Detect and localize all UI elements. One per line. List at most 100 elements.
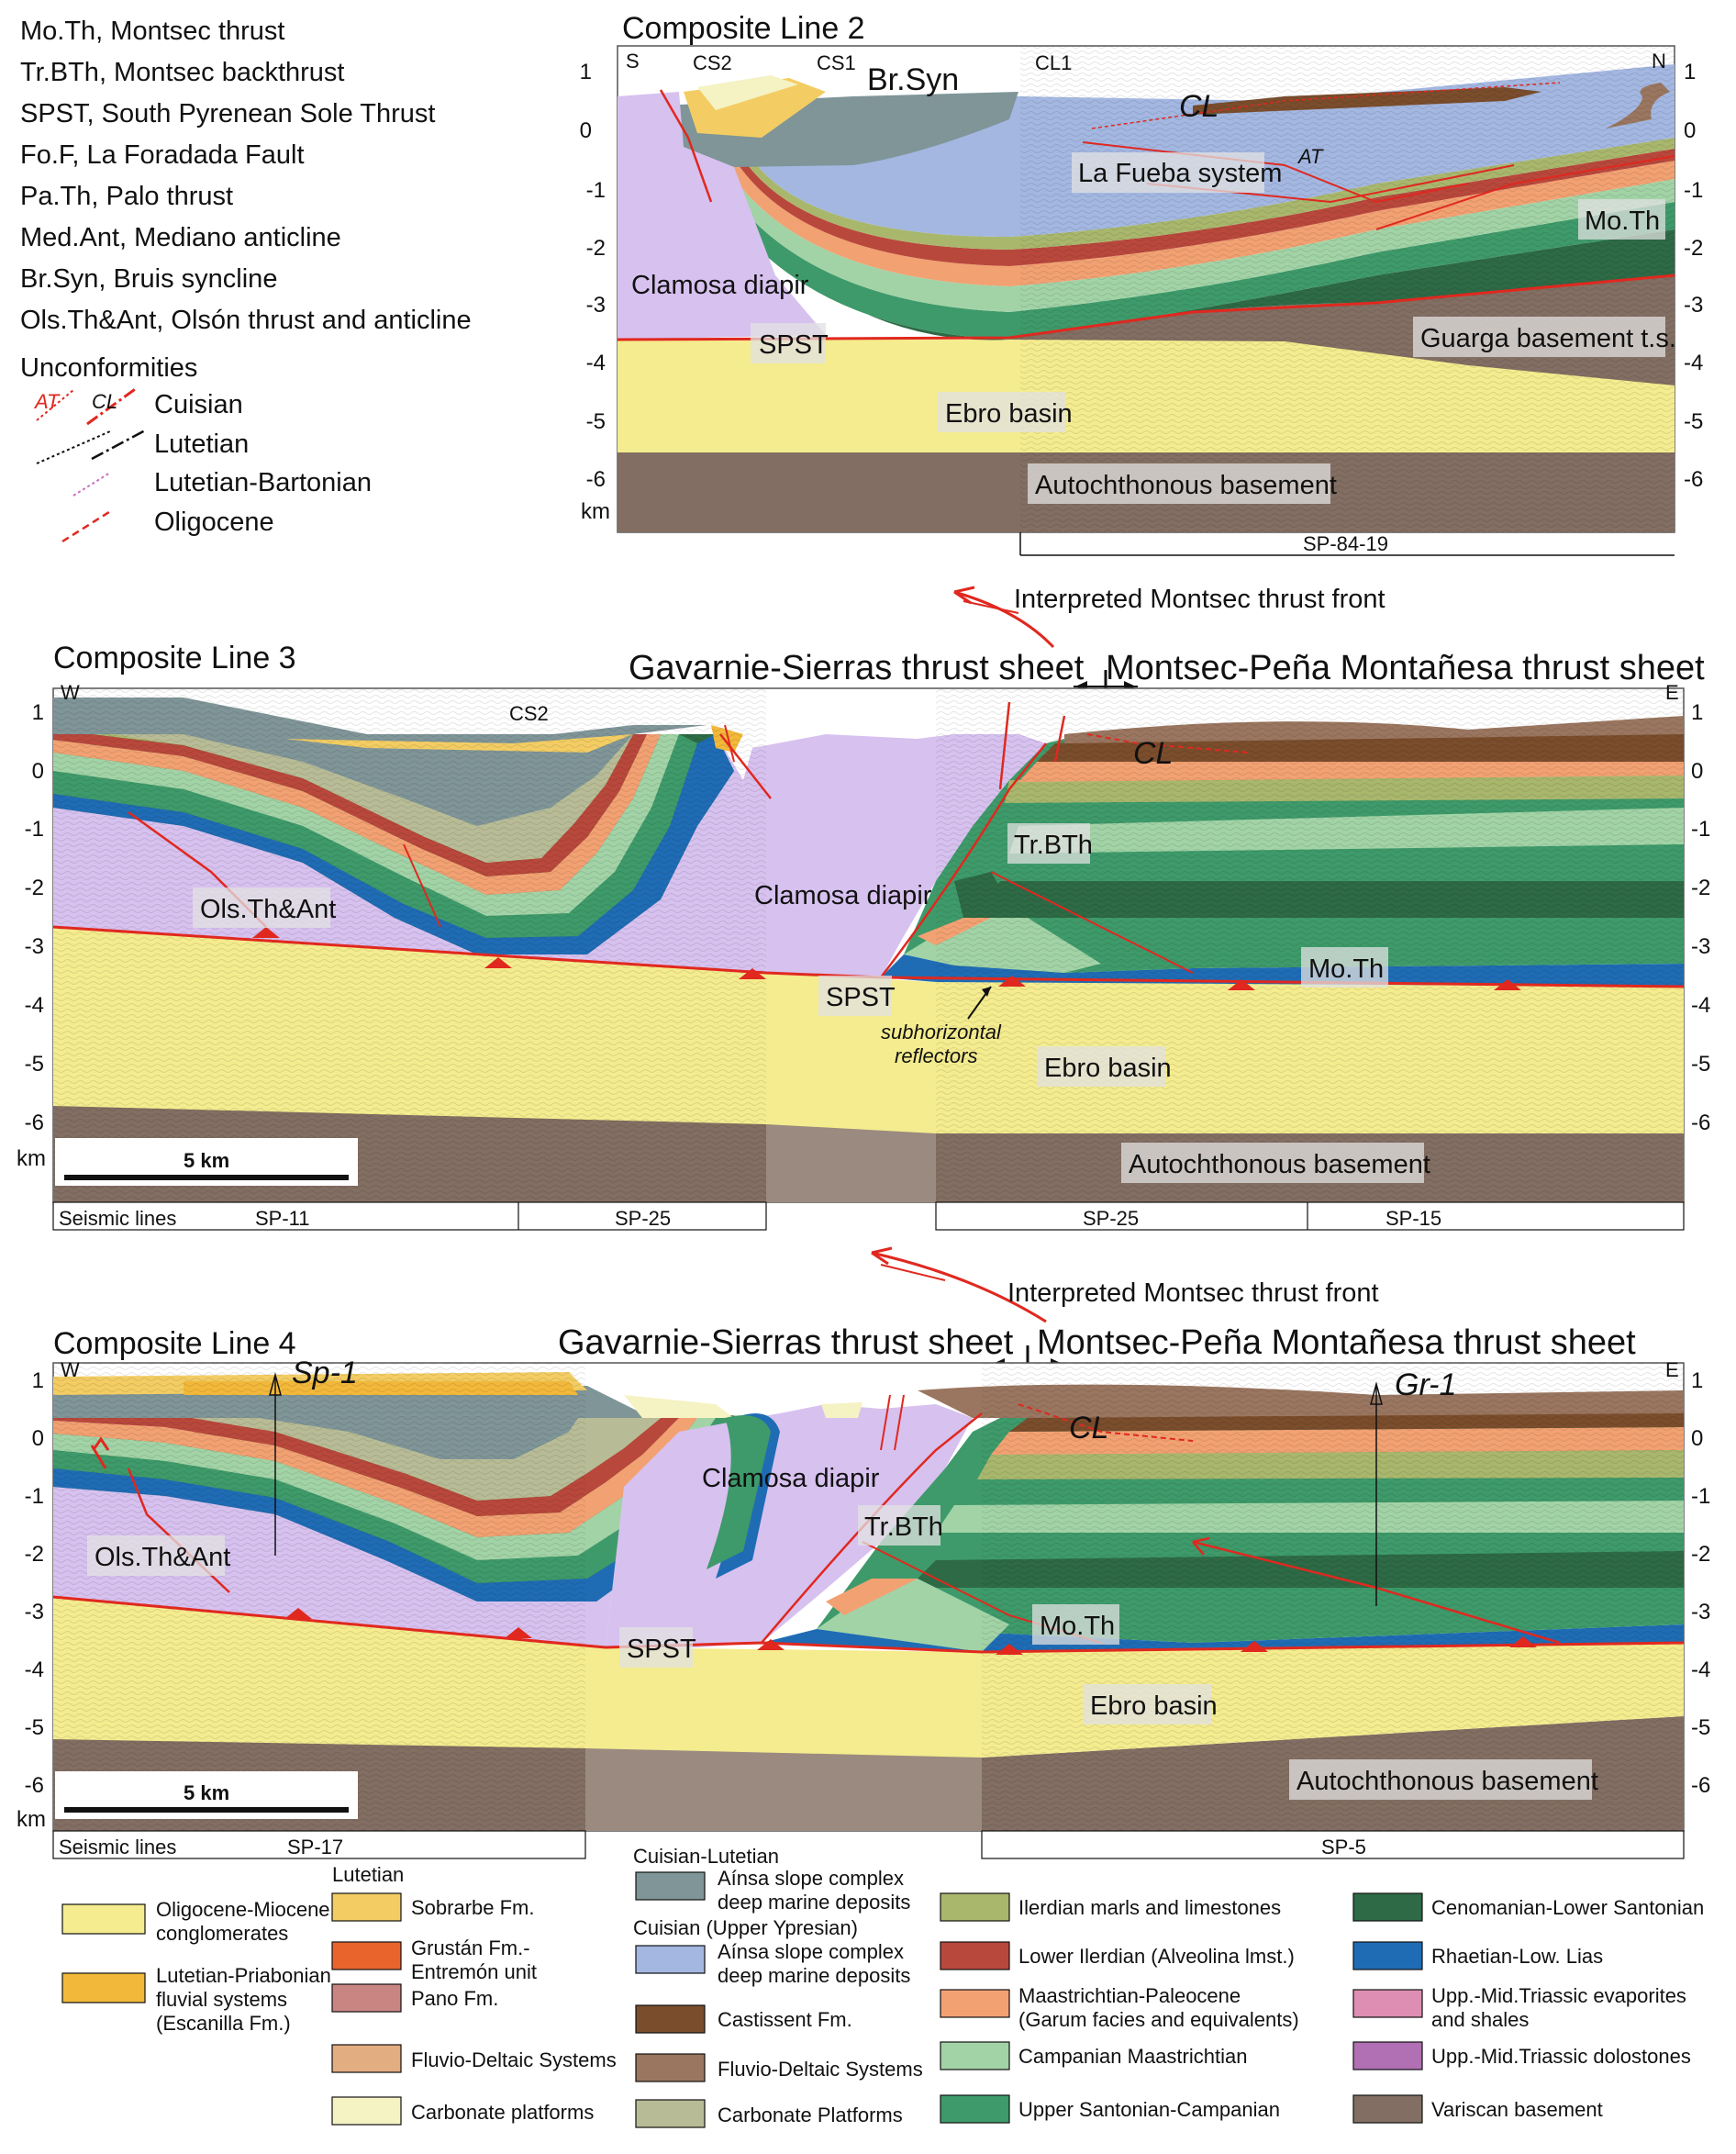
line3-moth-box bbox=[1301, 947, 1388, 988]
legend-oligocene-2: conglomerates bbox=[156, 1922, 288, 1945]
line2-well-cl1: CL1 bbox=[1035, 51, 1072, 74]
lithology-legend: Oligocene-Miocene conglomerates Lutetian… bbox=[61, 1845, 1704, 2128]
legend-swatch-campanian-maas bbox=[940, 2041, 1010, 2070]
legend-dolostones: Upp.-Mid.Triassic dolostones bbox=[1431, 2045, 1691, 2068]
line3-tick-l-m4: -4 bbox=[25, 993, 44, 1018]
line3-ols-box bbox=[193, 887, 330, 928]
line3-km: km bbox=[17, 1146, 46, 1171]
line4-cl-label: CL bbox=[1069, 1411, 1108, 1445]
legend-pano: Pano Fm. bbox=[411, 1987, 498, 2010]
line4-autoch-box bbox=[1289, 1759, 1592, 1800]
line3-end-w: W bbox=[61, 681, 80, 704]
line4-seismic-sp5: SP-5 bbox=[1321, 1836, 1366, 1858]
abbr-trbth: Tr.BTh, Montsec backthrust bbox=[20, 58, 345, 87]
line2-well-cs1: CS1 bbox=[817, 51, 856, 74]
abbr-brsyn: Br.Syn, Bruis syncline bbox=[20, 264, 277, 294]
line4-tick-r-m6: -6 bbox=[1691, 1773, 1710, 1798]
legend-swatch-carbonate-lut bbox=[331, 2096, 402, 2126]
abbr-spst: SPST, South Pyrenean Sole Thrust bbox=[20, 99, 435, 128]
line2-km: km bbox=[581, 499, 610, 524]
line2-clamosa-label: Clamosa diapir bbox=[631, 271, 809, 300]
line3-trbth-box bbox=[1007, 823, 1090, 864]
line3-tick-r-m2: -2 bbox=[1691, 876, 1710, 900]
legend-swatch-grustan bbox=[331, 1941, 402, 1970]
legend-escanilla-1: Lutetian-Priabonian bbox=[156, 1964, 331, 1987]
line2-ebro-box bbox=[938, 392, 1066, 432]
legend-escanilla-3: (Escanilla Fm.) bbox=[156, 2012, 291, 2035]
cl-tag: CL bbox=[92, 390, 117, 413]
line4-tick-l-0: 0 bbox=[32, 1426, 44, 1451]
line3-seismic-title: Seismic lines bbox=[59, 1207, 176, 1230]
at-tag: AT bbox=[33, 390, 61, 413]
line4-clamosa-diapir bbox=[606, 1404, 973, 1647]
line3-seismic-sp25a: SP-25 bbox=[615, 1207, 671, 1230]
legend-variscan: Variscan basement bbox=[1431, 2098, 1603, 2121]
line4-ebro-box bbox=[1083, 1684, 1211, 1724]
line4-scale-label: 5 km bbox=[184, 1781, 229, 1804]
line3-ebro-label: Ebro basin bbox=[1044, 1054, 1172, 1083]
line3-ols-label: Ols.Th&Ant bbox=[200, 895, 336, 924]
line4-trbth-box bbox=[858, 1505, 940, 1546]
line2-fueba-box bbox=[1072, 152, 1264, 193]
legend-swatch-alveolina bbox=[940, 1941, 1010, 1970]
line2-tick-r-m2: -2 bbox=[1684, 236, 1703, 261]
legend-ainsa-blue-1: Aínsa slope complex bbox=[718, 1940, 904, 1963]
legend-swatch-carbonate-cuis bbox=[635, 2099, 706, 2128]
line4-autoch-label: Autochthonous basement bbox=[1296, 1767, 1598, 1796]
line3-spst-fault bbox=[52, 925, 1685, 988]
legend-ainsa-grey-2: deep marine deposits bbox=[718, 1891, 910, 1914]
line2-spst-fault bbox=[617, 273, 1675, 341]
line4-ols-label: Ols.Th&Ant bbox=[95, 1543, 230, 1572]
line3-cl-label: CL bbox=[1133, 736, 1173, 771]
line2-title: Composite Line 2 bbox=[622, 11, 865, 46]
line4-tick-l-m3: -3 bbox=[25, 1600, 44, 1624]
legend-grustan-1: Grustán Fm.- bbox=[411, 1936, 530, 1959]
line4-tick-r-0: 0 bbox=[1691, 1426, 1703, 1451]
legend-alveolina: Lower Ilerdian (Alveolina lmst.) bbox=[1018, 1945, 1295, 1968]
line3-tick-r-0: 0 bbox=[1691, 759, 1703, 784]
line2-guarga-box bbox=[1413, 317, 1665, 357]
line4-tick-l-m5: -5 bbox=[25, 1715, 44, 1740]
composite-line-4: Composite Line 4 Gavarnie-Sierras thrust… bbox=[17, 1323, 1710, 1859]
legend-rhaetian: Rhaetian-Low. Lias bbox=[1431, 1945, 1603, 1968]
legend-fluvio-lut: Fluvio-Deltaic Systems bbox=[411, 2048, 617, 2071]
line3-tick-l-m5: -5 bbox=[25, 1052, 44, 1077]
line2-moth-box bbox=[1578, 199, 1665, 240]
legend-swatch-oligocene bbox=[61, 1903, 146, 1935]
line2-moth-label: Mo.Th bbox=[1585, 206, 1660, 236]
composite-line-2: Composite Line 2 bbox=[580, 11, 1703, 556]
unconf-oligocene-label: Oligocene bbox=[154, 508, 274, 537]
legend-ainsa-blue-2: deep marine deposits bbox=[718, 1964, 910, 1987]
legend-escanilla-2: fluvial systems bbox=[156, 1988, 287, 2011]
line3-autoch-box bbox=[1121, 1143, 1424, 1183]
line3-tick-l-m2: -2 bbox=[25, 876, 44, 900]
line2-tick-r-m6: -6 bbox=[1684, 467, 1703, 492]
line3-cs2: CS2 bbox=[509, 702, 549, 725]
line3-clamosa-label: Clamosa diapir bbox=[754, 881, 932, 910]
front1-label: Interpreted Montsec thrust front bbox=[1014, 585, 1385, 614]
line4-seismic-sp17: SP-17 bbox=[287, 1836, 343, 1858]
line4-tick-l-m6: -6 bbox=[25, 1773, 44, 1798]
legend-swatch-ainsa-grey bbox=[635, 1871, 706, 1901]
line4-clamosa-label: Clamosa diapir bbox=[702, 1464, 880, 1493]
line2-well-cs2: CS2 bbox=[693, 51, 732, 74]
line3-seismic-sp25b: SP-25 bbox=[1083, 1207, 1139, 1230]
line2-tick-r-m1: -1 bbox=[1684, 178, 1703, 203]
legend-swatch-rhaetian bbox=[1352, 1941, 1423, 1970]
line3-tick-r-m3: -3 bbox=[1691, 934, 1710, 959]
line2-seismic-sp84: SP-84-19 bbox=[1303, 532, 1388, 555]
line3-seismic-sp11: SP-11 bbox=[255, 1207, 310, 1230]
line4-end-e: E bbox=[1665, 1358, 1679, 1381]
line2-tick-r-0: 0 bbox=[1684, 118, 1696, 143]
legend-up-santonian: Upper Santonian-Campanian bbox=[1018, 2098, 1280, 2121]
line3-tick-r-m6: -6 bbox=[1691, 1110, 1710, 1135]
line3-sheet-right: Montsec-Peña Montañesa thrust sheet bbox=[1106, 649, 1705, 687]
line3-tick-l-0: 0 bbox=[32, 759, 44, 784]
legend-swatch-dolostones bbox=[1352, 2041, 1423, 2070]
lut-bart-line-sample bbox=[72, 472, 111, 497]
unconf-lutetian-label: Lutetian bbox=[154, 430, 249, 459]
unconformity-legend: Unconformities AT CL Cuisian Lutetian Lu… bbox=[20, 353, 372, 543]
line4-moth-box bbox=[1032, 1604, 1119, 1645]
thrust-front-2: Interpreted Montsec thrust front bbox=[871, 1246, 1379, 1323]
unconf-lutbart-label: Lutetian-Bartonian bbox=[154, 468, 372, 497]
